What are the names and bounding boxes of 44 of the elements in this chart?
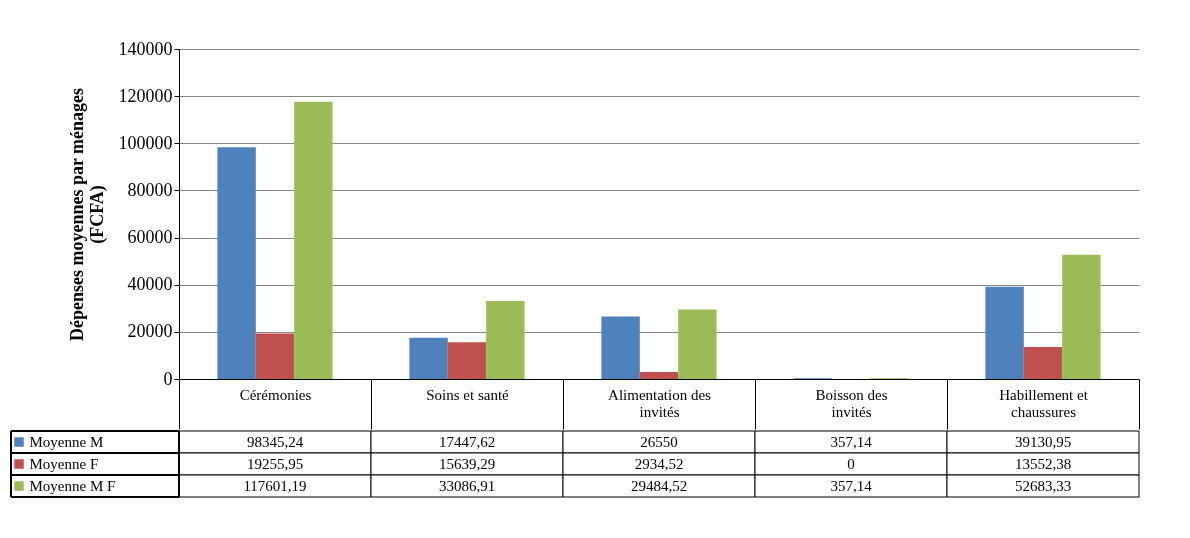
data-label: 33086,91	[438, 478, 496, 494]
legend-label: Moyenne F	[29, 456, 99, 472]
y-tick-label: 80000	[127, 179, 173, 200]
y-tick-label: 100000	[118, 132, 173, 153]
legend-label: Moyenne M	[29, 434, 104, 450]
y-axis-title: Dépenses moyennes par ménages (FCFA)	[66, 87, 108, 342]
bar	[639, 372, 679, 379]
bar	[486, 301, 525, 379]
bar	[294, 101, 333, 379]
data-label: 2934,52	[634, 456, 684, 472]
y-tick-label: 140000	[118, 38, 173, 59]
bar	[678, 309, 717, 379]
y-tick-label: 120000	[118, 85, 173, 106]
data-label: 17447,62	[438, 434, 496, 450]
bar	[1023, 347, 1063, 379]
data-label: 39130,95	[1014, 434, 1072, 450]
data-label: 52683,33	[1014, 478, 1072, 494]
y-tick-label: 40000	[127, 274, 173, 295]
data-label: 357,14	[830, 478, 873, 494]
bar	[1062, 254, 1101, 379]
x-tick-label: Habillement et chaussures	[999, 386, 1089, 420]
x-tick-label: Cérémonies	[239, 386, 312, 403]
x-tick-label: Boisson des invités	[815, 386, 888, 420]
data-label: 98345,24	[246, 434, 304, 450]
data-label: 0	[847, 456, 855, 472]
legend-label: Moyenne M F	[29, 478, 116, 494]
bar	[409, 337, 448, 379]
x-tick-label: Alimentation des invités	[608, 386, 712, 420]
y-tick-label: 60000	[127, 227, 173, 248]
bar	[447, 342, 487, 379]
bar	[985, 286, 1024, 379]
data-label: 19255,95	[246, 456, 304, 472]
y-tick-label: 20000	[127, 321, 173, 342]
bar	[601, 316, 640, 379]
x-tick-label: Soins et santé	[426, 386, 510, 403]
data-label: 29484,52	[630, 478, 688, 494]
data-label: 13552,38	[1014, 456, 1072, 472]
data-label: 15639,29	[438, 456, 496, 472]
data-label: 117601,19	[243, 478, 307, 494]
bar	[217, 147, 256, 379]
data-label: 357,14	[830, 434, 873, 450]
data-label: 26550	[640, 434, 678, 450]
bar	[255, 333, 295, 379]
y-tick-label: 0	[163, 368, 173, 389]
